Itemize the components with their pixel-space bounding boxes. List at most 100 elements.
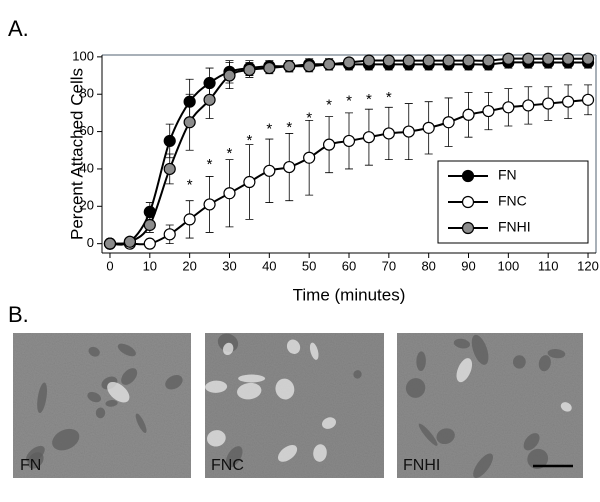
cell bbox=[277, 445, 298, 462]
cell bbox=[88, 346, 100, 357]
x-tick-label: 90 bbox=[461, 258, 475, 273]
cell bbox=[105, 399, 118, 407]
marker bbox=[223, 69, 236, 82]
cell bbox=[37, 382, 47, 414]
cell bbox=[135, 413, 147, 433]
cell bbox=[523, 433, 540, 451]
x-tick-label: 30 bbox=[222, 258, 236, 273]
cell bbox=[206, 430, 226, 447]
cell bbox=[205, 380, 228, 393]
cell bbox=[95, 407, 106, 419]
marker bbox=[382, 127, 395, 140]
x-tick-label: 40 bbox=[262, 258, 276, 273]
x-tick-label: 110 bbox=[538, 258, 559, 273]
y-tick-label: 0 bbox=[87, 235, 94, 250]
marker bbox=[243, 63, 256, 77]
legend-label: FNC bbox=[498, 193, 527, 209]
marker bbox=[103, 237, 117, 250]
cell bbox=[416, 351, 426, 372]
image-label: FN bbox=[20, 457, 41, 474]
cell bbox=[456, 358, 473, 383]
cell bbox=[87, 391, 102, 403]
marker bbox=[422, 54, 435, 67]
cells bbox=[26, 333, 572, 478]
marker bbox=[183, 213, 196, 226]
y-tick-label: 20 bbox=[80, 198, 94, 213]
y-tick-label: 40 bbox=[80, 160, 94, 175]
x-tick-label: 0 bbox=[106, 258, 113, 273]
marker bbox=[522, 52, 535, 65]
cell bbox=[418, 423, 438, 446]
marker bbox=[203, 93, 216, 106]
cell bbox=[473, 453, 494, 478]
marker bbox=[542, 52, 555, 65]
marker bbox=[402, 54, 415, 67]
marker bbox=[462, 54, 475, 67]
annotation: * bbox=[326, 96, 332, 113]
plot: 0 20 40 60 80 100 0 10 20 30 40 50 60 70 80 90 100 110 120… bbox=[72, 48, 599, 273]
panel-label: B. bbox=[8, 302, 29, 327]
marker bbox=[442, 54, 455, 67]
annotation: * bbox=[366, 91, 372, 108]
marker bbox=[283, 160, 296, 174]
y-tick-label: 100 bbox=[72, 48, 94, 63]
marker bbox=[362, 54, 376, 67]
marker bbox=[422, 121, 435, 134]
x-tick-label: 100 bbox=[498, 258, 520, 273]
marker bbox=[123, 235, 136, 248]
cell bbox=[238, 374, 266, 383]
marker bbox=[502, 52, 515, 65]
legend-marker bbox=[461, 195, 475, 209]
marker bbox=[303, 60, 316, 73]
x-tick-label: 60 bbox=[342, 258, 356, 273]
marker bbox=[283, 60, 296, 73]
marker bbox=[562, 52, 575, 65]
cell bbox=[52, 428, 80, 451]
x-tick-label: 10 bbox=[143, 258, 157, 273]
cell bbox=[225, 446, 243, 468]
legend-marker bbox=[461, 221, 475, 235]
legend-label: FNHI bbox=[498, 219, 531, 235]
marker bbox=[581, 93, 595, 106]
x-tick-label: 70 bbox=[382, 258, 396, 273]
cell bbox=[453, 338, 470, 349]
marker bbox=[163, 134, 176, 148]
marker bbox=[303, 151, 316, 164]
marker bbox=[502, 101, 515, 114]
annotation: * bbox=[306, 109, 312, 126]
marker bbox=[223, 187, 236, 200]
cell bbox=[405, 378, 426, 398]
marker bbox=[143, 237, 156, 250]
marker bbox=[143, 205, 156, 219]
cell bbox=[436, 428, 455, 445]
marker bbox=[163, 228, 176, 241]
marker bbox=[362, 131, 376, 144]
micrograph bbox=[13, 333, 583, 478]
x-tick-label: 120 bbox=[577, 258, 599, 273]
marker bbox=[482, 54, 495, 67]
marker bbox=[263, 61, 276, 75]
marker bbox=[402, 125, 415, 138]
cell bbox=[117, 343, 136, 357]
marker bbox=[203, 198, 216, 211]
marker bbox=[522, 99, 535, 112]
marker bbox=[462, 108, 475, 121]
marker bbox=[562, 95, 575, 108]
annotation: * bbox=[386, 89, 392, 106]
marker bbox=[542, 97, 555, 110]
annotation: * bbox=[227, 145, 233, 162]
marker bbox=[183, 116, 196, 129]
cell bbox=[222, 342, 234, 356]
annotation: * bbox=[207, 156, 213, 173]
cell bbox=[538, 355, 551, 372]
y-tick-label: 60 bbox=[80, 123, 94, 138]
y-tick-label: 80 bbox=[80, 86, 94, 101]
cell bbox=[107, 381, 130, 403]
annotation: * bbox=[246, 132, 252, 149]
x-tick-label: 20 bbox=[182, 258, 196, 273]
panel-label: A. bbox=[8, 16, 29, 41]
cell bbox=[27, 452, 44, 469]
marker bbox=[143, 218, 156, 232]
annotation: * bbox=[187, 177, 193, 194]
